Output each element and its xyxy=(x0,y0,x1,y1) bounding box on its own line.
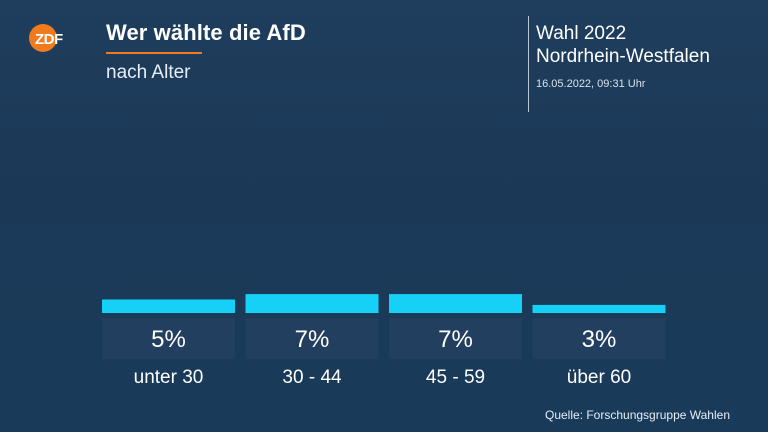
zdf-logo-circle xyxy=(29,24,57,52)
bar xyxy=(245,294,379,313)
title-underline xyxy=(106,52,202,54)
value-label-box xyxy=(102,318,235,359)
chart-title: Wer wählte die AfD xyxy=(106,20,306,45)
zdf-logo-text: ZDF xyxy=(35,31,63,48)
bar xyxy=(532,304,666,313)
value-label: 7% xyxy=(295,326,330,353)
timestamp: 16.05.2022, 09:31 Uhr xyxy=(536,78,646,90)
value-label-box xyxy=(532,318,666,359)
value-label: 3% xyxy=(582,326,617,353)
category-label: unter 30 xyxy=(134,367,204,388)
zdf-logo: ZDF xyxy=(29,24,63,52)
source-note: Quelle: Forschungsgruppe Wahlen xyxy=(545,408,730,422)
value-label: 7% xyxy=(438,326,473,353)
category-label: über 60 xyxy=(567,367,631,388)
bar xyxy=(102,299,235,313)
category-label: 45 - 59 xyxy=(426,367,485,388)
election-region: Nordrhein-Westfalen xyxy=(536,46,710,67)
value-label-box xyxy=(245,318,379,359)
bar xyxy=(389,294,522,313)
value-label-box xyxy=(389,318,522,359)
chart-subtitle: nach Alter xyxy=(106,62,191,83)
election-info: Wahl 2022 Nordrhein-Westfalen xyxy=(536,22,710,68)
election-name: Wahl 2022 xyxy=(536,23,627,44)
header-divider xyxy=(528,16,529,112)
category-label: 30 - 44 xyxy=(282,367,342,388)
value-label: 5% xyxy=(151,326,186,353)
